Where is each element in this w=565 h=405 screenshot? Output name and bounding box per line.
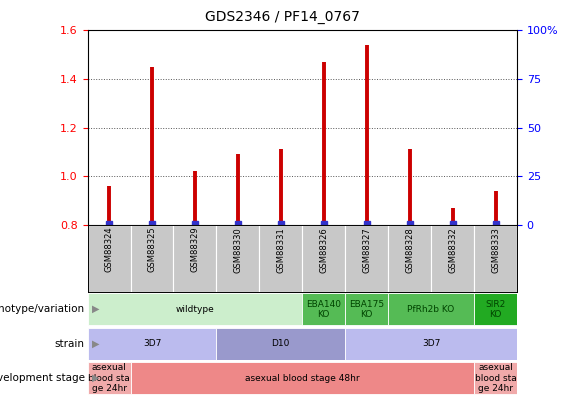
Bar: [388, 293, 474, 325]
Text: GSM88332: GSM88332: [448, 227, 457, 273]
Text: strain: strain: [55, 339, 85, 349]
Text: GSM88330: GSM88330: [233, 227, 242, 273]
Bar: [173, 225, 216, 292]
Bar: [302, 225, 345, 292]
Bar: [474, 362, 517, 394]
Bar: [388, 225, 431, 292]
Bar: [259, 225, 302, 292]
Text: GSM88326: GSM88326: [319, 227, 328, 273]
Bar: [131, 225, 173, 292]
Text: EBA175
KO: EBA175 KO: [349, 300, 384, 319]
Text: GSM88331: GSM88331: [276, 227, 285, 273]
Bar: [216, 328, 345, 360]
Text: asexual
blood sta
ge 24hr: asexual blood sta ge 24hr: [88, 363, 130, 393]
Text: D10: D10: [272, 339, 290, 348]
Bar: [345, 225, 388, 292]
Text: 3D7: 3D7: [422, 339, 440, 348]
Bar: [88, 328, 216, 360]
Text: ▶: ▶: [92, 373, 99, 383]
Text: GSM88325: GSM88325: [147, 227, 157, 273]
Bar: [431, 225, 474, 292]
Text: GSM88333: GSM88333: [491, 227, 500, 273]
Text: EBA140
KO: EBA140 KO: [306, 300, 341, 319]
Text: SIR2
KO: SIR2 KO: [485, 300, 506, 319]
Bar: [216, 225, 259, 292]
Text: ▶: ▶: [92, 339, 99, 349]
Text: GDS2346 / PF14_0767: GDS2346 / PF14_0767: [205, 10, 360, 24]
Text: asexual blood stage 48hr: asexual blood stage 48hr: [245, 373, 359, 383]
Text: GSM88327: GSM88327: [362, 227, 371, 273]
Text: 3D7: 3D7: [143, 339, 161, 348]
Text: GSM88328: GSM88328: [405, 227, 414, 273]
Text: asexual
blood sta
ge 24hr: asexual blood sta ge 24hr: [475, 363, 516, 393]
Bar: [474, 293, 517, 325]
Bar: [88, 293, 302, 325]
Bar: [131, 362, 474, 394]
Bar: [88, 225, 131, 292]
Text: genotype/variation: genotype/variation: [0, 304, 85, 314]
Bar: [302, 293, 345, 325]
Bar: [88, 362, 131, 394]
Text: development stage: development stage: [0, 373, 85, 383]
Text: GSM88324: GSM88324: [105, 227, 114, 273]
Bar: [345, 328, 517, 360]
Bar: [474, 225, 517, 292]
Bar: [345, 293, 388, 325]
Text: ▶: ▶: [92, 304, 99, 314]
Text: PfRh2b KO: PfRh2b KO: [407, 305, 455, 314]
Text: wildtype: wildtype: [176, 305, 214, 314]
Text: GSM88329: GSM88329: [190, 227, 199, 273]
